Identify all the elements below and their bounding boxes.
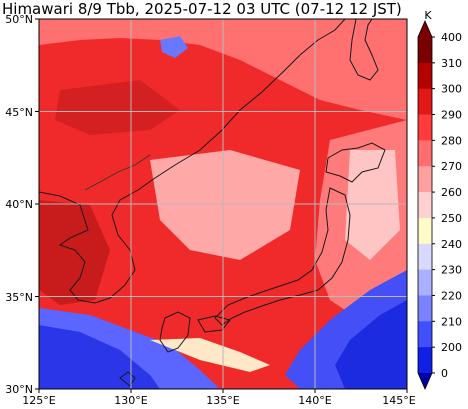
lon-label-125: 125°E (22, 394, 55, 407)
colorbar-tick-label: 260 (441, 186, 462, 199)
map-title: Himawari 8/9 Tbb, 2025-07-12 03 UTC (07-… (2, 0, 402, 18)
gridlines (39, 19, 407, 389)
cold-cloud-north-patch (160, 36, 188, 58)
colorbar-segments (417, 20, 433, 390)
colorbar-tick-label: 290 (441, 109, 462, 122)
colorbar-tick-label: 250 (441, 212, 462, 225)
colorbar-tick-label: 400 (441, 31, 462, 44)
coastline-kyushu (159, 311, 191, 353)
colorbar-segment (418, 62, 432, 90)
coastline-sakhalin (349, 19, 379, 81)
colorbar-segment (418, 347, 432, 374)
colorbar-tick-label: 210 (441, 315, 462, 328)
cold-cloud-southeast-core (335, 300, 407, 389)
colorbar-extend-top (418, 21, 432, 37)
border-china-korea (84, 154, 151, 191)
colorbar-segment (418, 166, 432, 193)
colorbar-tick-label: 200 (441, 341, 462, 354)
colorbar-segment (418, 192, 432, 219)
lon-label-140: 140°E (298, 394, 331, 407)
lon-label-130: 130°E (114, 394, 147, 407)
coastline-ryukyu (119, 371, 136, 387)
colorbar-segment (418, 295, 432, 322)
colorbar-extend-bottom (418, 373, 432, 389)
colorbar: K 400 310 300 290 280 270 260 250 240 230 220 210 20… (417, 9, 462, 390)
lat-label-30: 30°N (5, 383, 33, 396)
colorbar-segment (418, 37, 432, 64)
coastline-honshu (214, 187, 351, 326)
cloud-region-cream-south (150, 338, 270, 372)
longitude-labels: 125°E 130°E 135°E 140°E 145°E (22, 394, 415, 407)
colorbar-tick-label: 0 (441, 367, 448, 380)
coastline-shikoku (197, 315, 231, 333)
lat-label-45: 45°N (5, 106, 33, 119)
colorbar-segment (418, 217, 432, 245)
colorbar-segment (418, 269, 432, 296)
colorbar-segment (418, 321, 432, 348)
lat-label-50: 50°N (5, 13, 33, 26)
cloud-region-lightpink-center (150, 150, 300, 260)
colorbar-tick-label: 240 (441, 238, 462, 251)
colorbar-segment (418, 114, 432, 141)
lat-label-35: 35°N (5, 291, 33, 304)
colorbar-tick-label: 230 (441, 264, 462, 277)
colorbar-tick-label: 300 (441, 83, 462, 96)
cloud-region-dark-korea (39, 200, 110, 305)
colorbar-segment (418, 140, 432, 167)
colorbar-tick-label: 270 (441, 160, 462, 173)
lat-label-40: 40°N (5, 198, 33, 211)
cloud-region-lightpink-east (345, 150, 400, 260)
coastline-mainland-asia (39, 19, 346, 304)
lon-label-135: 135°E (206, 394, 239, 407)
colorbar-tick-labels: 400 310 300 290 280 270 260 250 240 230 220 210 200 0 (432, 31, 462, 380)
colorbar-tick-label: 310 (441, 57, 462, 70)
cloud-region-dark-north (55, 80, 180, 135)
lon-label-145: 145°E (382, 394, 415, 407)
colorbar-tick-label: 220 (441, 289, 462, 302)
axis-ticks (35, 18, 408, 393)
coastline-hokkaido (325, 142, 386, 183)
colorbar-segment (418, 243, 432, 271)
coastlines (39, 19, 386, 387)
latitude-labels: 50°N 45°N 40°N 35°N 30°N (5, 13, 33, 396)
colorbar-unit: K (424, 9, 432, 22)
colorbar-tick-label: 280 (441, 134, 462, 147)
colorbar-segment (418, 88, 432, 116)
